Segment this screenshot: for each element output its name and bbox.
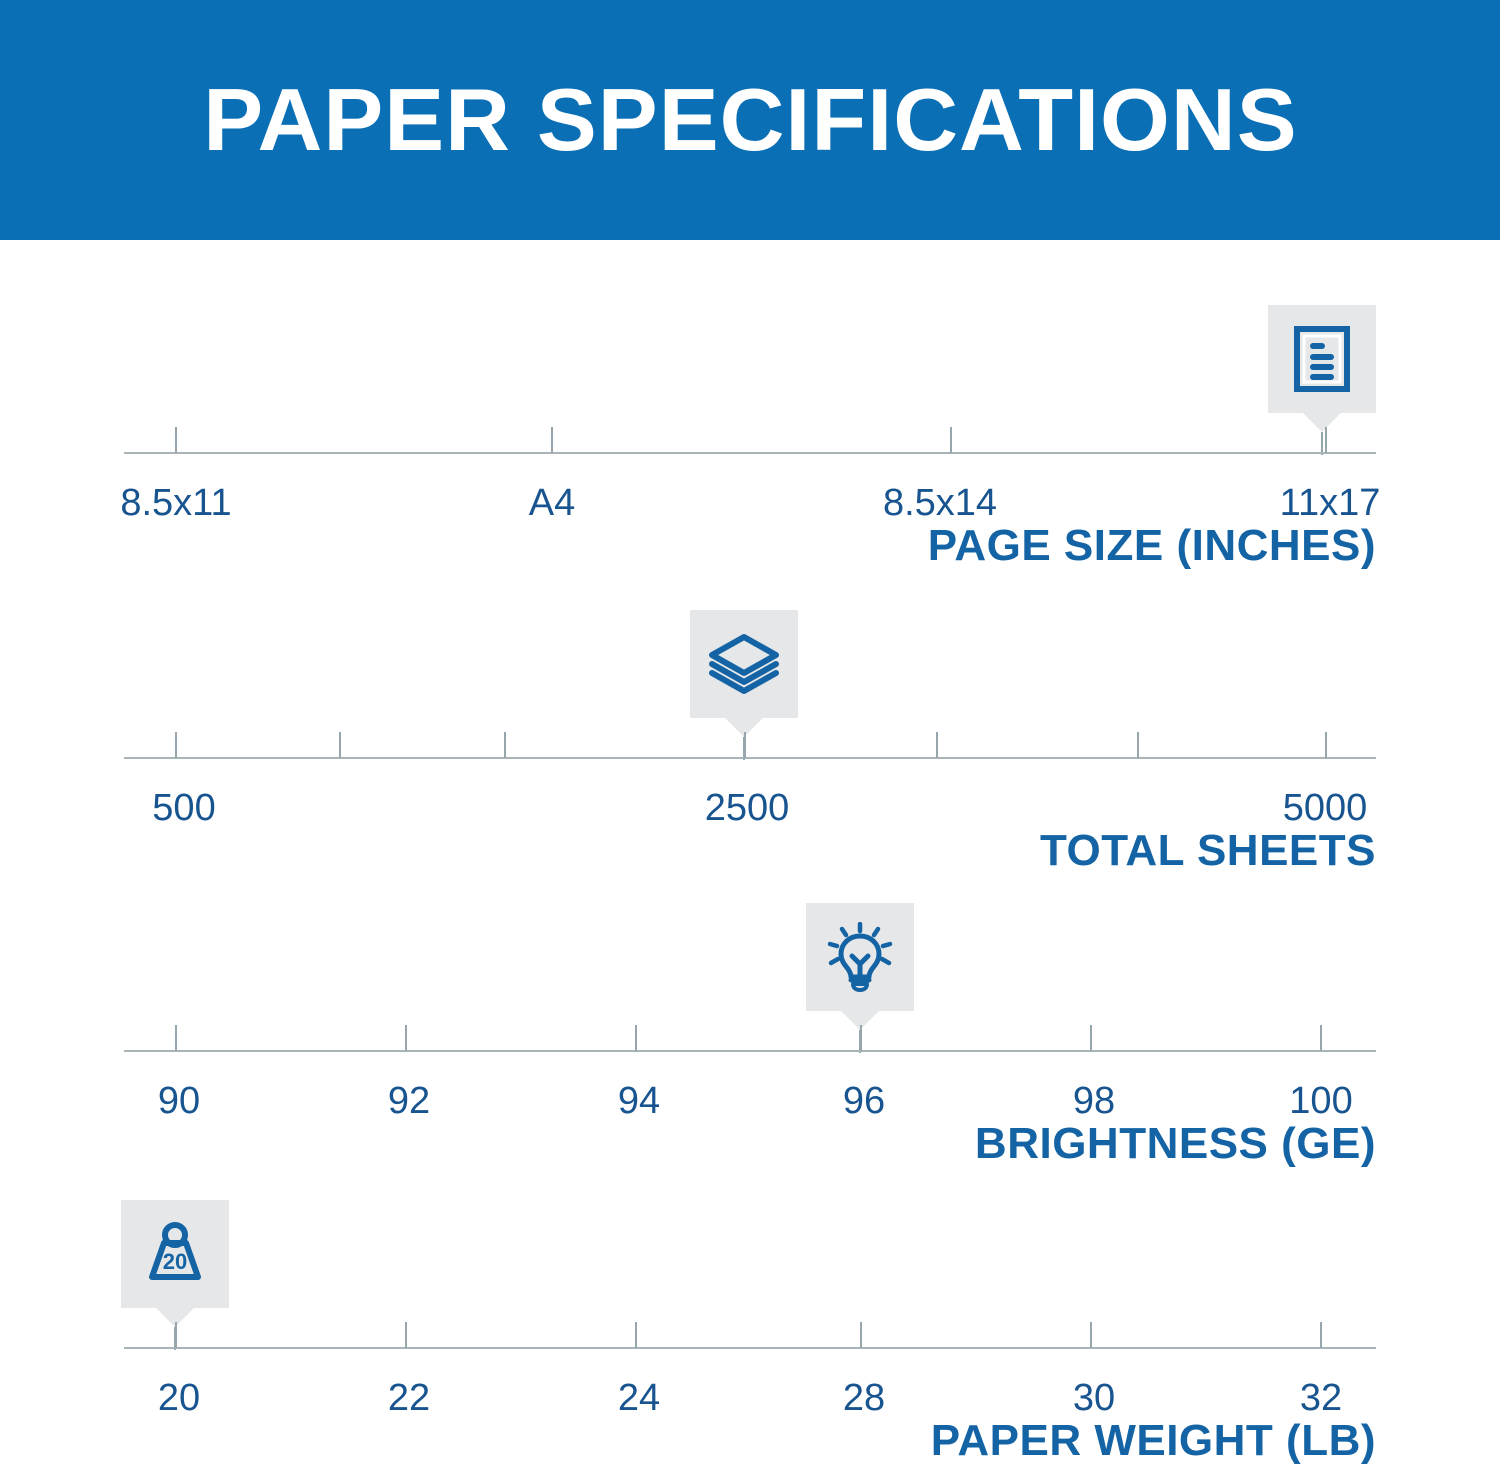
axis-tick-label: A4 [528, 482, 576, 524]
axis-tick [175, 427, 177, 453]
scale-page-size: 8.5x11 A4 8.5x14 11x17 PAGE SIZE (INCHES… [0, 305, 1500, 575]
axis-tick-label: 96 [842, 1080, 886, 1122]
axis-tick [551, 427, 553, 453]
axis-line [124, 452, 1376, 454]
axis-tick-label: 92 [387, 1080, 431, 1122]
weight-icon-value: 20 [163, 1249, 187, 1274]
axis-tick [405, 1322, 407, 1348]
page-title: PAPER SPECIFICATIONS [202, 70, 1298, 169]
axis-tick-label: 100 [1289, 1080, 1353, 1122]
axis-line [124, 1347, 1376, 1349]
axis-tick [936, 732, 938, 758]
axis-tick-label: 11x17 [1279, 482, 1381, 524]
axis-tick-label: 98 [1072, 1080, 1116, 1122]
axis-caption-brightness: BRIGHTNESS (GE) [974, 1119, 1376, 1168]
axis-tick-label: 20 [157, 1377, 201, 1419]
axis-tick-label: 5000 [1282, 787, 1368, 829]
axis-tick-label: 22 [387, 1377, 431, 1419]
axis-tick [1325, 427, 1327, 453]
axis-line [124, 757, 1376, 759]
axis-tick [950, 427, 952, 453]
header-band: PAPER SPECIFICATIONS [0, 0, 1500, 240]
axis-tick [1320, 1322, 1322, 1348]
axis-tick-label: 94 [617, 1080, 661, 1122]
axis-tick [1137, 732, 1139, 758]
axis-tick-label: 500 [152, 787, 216, 829]
paper-stack-icon [708, 633, 780, 695]
axis-tick-label: 24 [617, 1377, 661, 1419]
axis-tick [1090, 1322, 1092, 1348]
axis-tick [860, 1025, 862, 1051]
axis-tick-label: 8.5x14 [882, 482, 998, 524]
axis-brightness: 90 92 94 96 98 100 [124, 1025, 1376, 1122]
scale-total-sheets: 500 2500 5000 TOTAL SHEETS [0, 610, 1500, 880]
marker-paper-weight[interactable]: 20 [121, 1200, 229, 1327]
axis-tick-label: 32 [1299, 1377, 1343, 1419]
marker-tail [725, 718, 763, 737]
axis-page-size: 8.5x11 A4 8.5x14 11x17 [120, 427, 1380, 524]
marker-total-sheets[interactable] [690, 610, 798, 737]
axis-tick [1325, 732, 1327, 758]
scale-paper-weight: 20 20 22 24 28 30 32 PAPER WEIGHT (LB) [0, 1200, 1500, 1464]
axis-caption-total-sheets: TOTAL SHEETS [1039, 826, 1376, 875]
axis-tick-label: 90 [157, 1080, 201, 1122]
axis-tick-label: 8.5x11 [120, 482, 232, 524]
marker-brightness[interactable] [806, 903, 914, 1030]
axis-tick [635, 1322, 637, 1348]
axis-tick-label: 2500 [704, 787, 790, 829]
axis-tick [1320, 1025, 1322, 1051]
axis-line [124, 1050, 1376, 1052]
marker-tail [841, 1011, 879, 1030]
axis-tick [339, 732, 341, 758]
axis-tick-label: 30 [1072, 1377, 1116, 1419]
lightbulb-icon [827, 922, 893, 992]
axis-tick [860, 1322, 862, 1348]
axis-tick [635, 1025, 637, 1051]
axis-tick [175, 1025, 177, 1051]
axis-tick [744, 732, 746, 758]
axis-tick [175, 732, 177, 758]
marker-tail [1303, 413, 1341, 432]
axis-total-sheets: 500 2500 5000 [124, 732, 1376, 829]
weight-icon: 20 [140, 1221, 210, 1287]
axis-tick [1090, 1025, 1092, 1051]
marker-page-size[interactable] [1268, 305, 1376, 432]
axis-paper-weight: 20 22 24 28 30 32 [124, 1322, 1376, 1419]
axis-caption-page-size: PAGE SIZE (INCHES) [927, 521, 1376, 570]
document-icon [1293, 326, 1351, 392]
axis-tick [405, 1025, 407, 1051]
axis-caption-paper-weight: PAPER WEIGHT (LB) [930, 1416, 1376, 1464]
axis-tick [175, 1322, 177, 1348]
marker-stem-page-size [1321, 432, 1323, 455]
axis-tick-label: 28 [842, 1377, 886, 1419]
scale-brightness: 90 92 94 96 98 100 BRIGHTNESS (GE) [0, 903, 1500, 1173]
axis-tick [504, 732, 506, 758]
marker-tail [156, 1308, 194, 1327]
